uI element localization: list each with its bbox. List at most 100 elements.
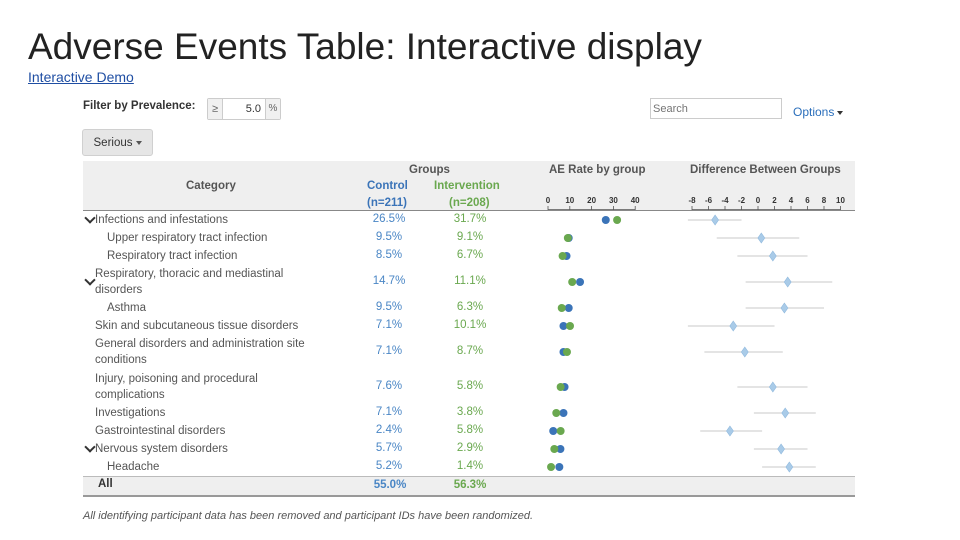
difference-marker	[777, 443, 785, 455]
diff-tick-label: -2	[738, 196, 746, 205]
row-intervention-value: 9.1%	[456, 231, 484, 243]
row-control-value: 7.1%	[375, 319, 403, 331]
difference-marker	[740, 346, 749, 358]
difference-marker	[768, 381, 777, 393]
row-category-label: Injury, poisoning and procedural	[95, 373, 258, 385]
difference-marker	[780, 302, 789, 314]
row-control-value: 26.5%	[372, 213, 406, 225]
control-rate-dot	[576, 278, 585, 286]
intervention-rate-dot	[613, 216, 622, 224]
row-category-label: Skin and subcutaneous tissue disorders	[95, 320, 299, 332]
table-header	[83, 161, 855, 211]
ae-rate-axis: 0 10 20 30 40	[546, 196, 640, 210]
diff-tick-label: 4	[789, 196, 794, 205]
interactive-demo-link[interactable]: Interactive Demo	[28, 69, 134, 85]
row-category-label: Nervous system disorders	[95, 443, 228, 455]
diff-tick-label: 10	[836, 196, 845, 205]
row-intervention-value: 1.4%	[456, 460, 484, 472]
options-dropdown[interactable]: Options	[793, 105, 844, 119]
row-intervention-value: 6.3%	[456, 301, 484, 313]
control-rate-dot	[556, 445, 565, 453]
difference-marker	[781, 407, 790, 419]
row-category-label: General disorders and administration sit…	[95, 338, 305, 350]
diff-tick-label: 0	[756, 196, 761, 205]
rate-tick-label: 20	[587, 196, 596, 205]
row-category-label: Investigations	[95, 407, 166, 419]
intervention-rate-dot	[552, 409, 561, 417]
chevron-down-icon	[837, 110, 844, 115]
difference-header: Difference Between Groups	[690, 164, 841, 176]
control-n: (n=211)	[367, 197, 407, 209]
filter-value[interactable]: 5.0	[245, 103, 261, 115]
difference-marker	[768, 250, 777, 262]
intervention-rate-dot	[558, 252, 567, 260]
row-category-label: Upper respiratory tract infection	[107, 232, 268, 244]
intervention-rate-dot	[563, 234, 572, 242]
difference-marker	[726, 425, 734, 437]
intervention-rate-dot	[557, 304, 566, 312]
row-control-value: 5.7%	[375, 442, 403, 454]
intervention-rate-dot	[566, 322, 575, 330]
row-category-label: Gastrointestinal disorders	[95, 425, 226, 437]
control-rate-dot	[559, 322, 568, 330]
row-intervention-value: 8.7%	[456, 345, 484, 357]
intervention-rate-dot	[550, 445, 559, 453]
prevalence-filter-input[interactable]: ≥ 5.0 %	[207, 98, 281, 120]
row-intervention-value: 11.1%	[454, 275, 486, 287]
intervention-rate-dot	[547, 463, 556, 471]
intervention-rate-dot	[568, 278, 577, 286]
filter-label: Filter by Prevalence:	[83, 100, 196, 112]
row-control-value: 8.5%	[375, 249, 403, 261]
options-label: Options	[793, 105, 835, 119]
all-intervention-value: 56.3%	[453, 479, 487, 491]
rate-tick-label: 10	[565, 196, 574, 205]
control-rate-dot	[559, 409, 568, 417]
filter-unit: %	[265, 99, 280, 119]
groups-header: Groups	[409, 164, 450, 176]
ae-rate-header: AE Rate by group	[549, 164, 646, 176]
row-control-value: 5.2%	[375, 460, 403, 472]
page-title: Adverse Events Table: Interactive displa…	[28, 26, 702, 67]
diff-tick-label: 2	[772, 196, 777, 205]
serious-button-label: Serious	[93, 137, 133, 149]
row-category-label: Respiratory, thoracic and mediastinal	[95, 268, 284, 280]
row-control-value: 7.6%	[375, 380, 403, 392]
all-row-label: All	[98, 478, 113, 490]
difference-marks	[687, 214, 833, 473]
row-category-label: complications	[95, 389, 165, 401]
row-intervention-value: 10.1%	[453, 319, 487, 331]
category-header[interactable]: Category	[186, 180, 236, 192]
row-category-label: disorders	[95, 284, 143, 296]
row-intervention-value: 5.8%	[456, 380, 484, 392]
row-intervention-value: 2.9%	[456, 442, 484, 454]
diff-tick-label: -4	[721, 196, 729, 205]
control-rate-dot	[601, 216, 610, 224]
row-control-value: 2.4%	[375, 424, 403, 436]
all-control-value: 55.0%	[373, 479, 407, 491]
row-intervention-value: 5.8%	[456, 424, 484, 436]
row-intervention-value: 3.8%	[456, 406, 484, 418]
rate-tick-label: 0	[546, 196, 551, 205]
search-input[interactable]	[650, 98, 782, 119]
row-category-label: Asthma	[107, 302, 146, 314]
intervention-rate-dot	[556, 427, 565, 435]
intervention-header[interactable]: Intervention	[434, 180, 500, 192]
row-intervention-value: 31.7%	[453, 213, 487, 225]
header-divider	[83, 210, 855, 211]
diff-tick-label: 6	[805, 196, 810, 205]
row-category-label: conditions	[95, 354, 147, 366]
difference-marker	[783, 276, 792, 288]
row-intervention-value: 6.7%	[456, 249, 484, 261]
row-category-label: Headache	[107, 461, 160, 473]
diff-tick-label: -8	[688, 196, 696, 205]
difference-marker	[785, 461, 794, 473]
footnote: All identifying participant data has bee…	[83, 510, 534, 522]
serious-dropdown-button[interactable]: Serious	[82, 129, 153, 156]
all-row	[83, 476, 855, 497]
control-header[interactable]: Control	[367, 180, 408, 192]
row-control-value: 7.1%	[375, 406, 403, 418]
difference-marker	[711, 214, 719, 226]
ae-rate-marks	[547, 216, 622, 471]
control-rate-dot	[564, 304, 573, 312]
